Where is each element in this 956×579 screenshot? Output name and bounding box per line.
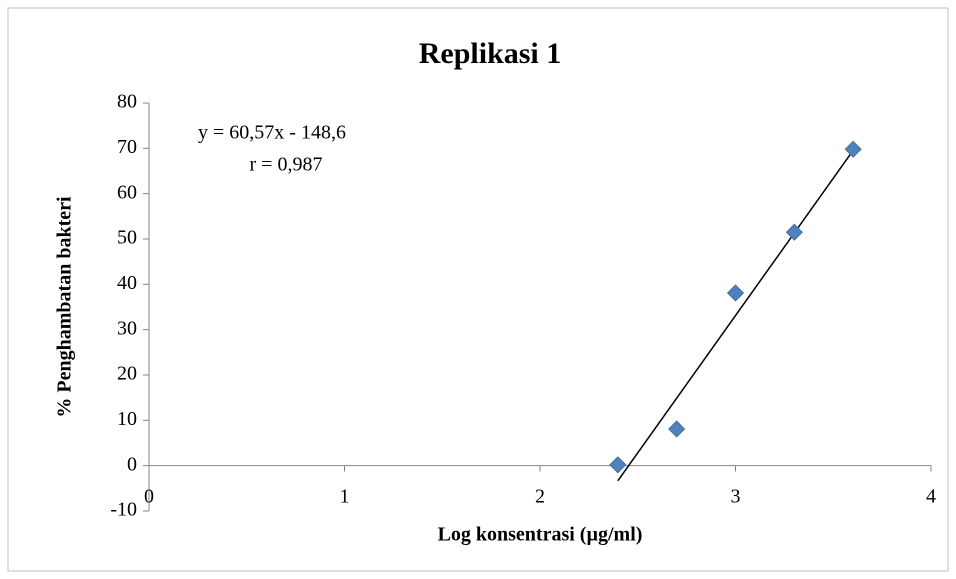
y-tick-label: 50	[117, 227, 137, 249]
x-tick-label: 2	[535, 485, 545, 507]
y-tick-label: -10	[110, 499, 137, 521]
x-tick-label: 3	[731, 485, 741, 507]
y-tick-label: 60	[117, 181, 137, 203]
marker	[726, 284, 745, 302]
y-tick-label: 0	[127, 453, 137, 475]
x-axis-label: Log konsentrasi (µg/ml)	[438, 524, 643, 546]
chart-title: Replikasi 1	[419, 37, 562, 70]
marker	[785, 223, 803, 241]
y-tick-label: 40	[117, 272, 137, 294]
trendline	[617, 149, 854, 482]
x-tick-label: 4	[926, 485, 936, 507]
chart-border	[7, 7, 949, 572]
x-tick-label: 1	[340, 485, 350, 507]
correlation: r = 0,987	[250, 154, 323, 176]
y-tick-label: 30	[117, 317, 137, 339]
y-tick-label: 20	[117, 363, 137, 385]
y-tick-label: 70	[117, 136, 137, 158]
y-tick-label: 80	[117, 91, 137, 113]
marker	[844, 140, 862, 158]
marker	[609, 456, 627, 474]
x-tick-label: 0	[144, 485, 154, 507]
y-axis-label: % Penghambatan bakteri	[54, 196, 76, 418]
equation: y = 60,57x - 148,6	[198, 122, 346, 144]
marker	[668, 420, 686, 438]
y-tick-label: 10	[117, 408, 137, 430]
